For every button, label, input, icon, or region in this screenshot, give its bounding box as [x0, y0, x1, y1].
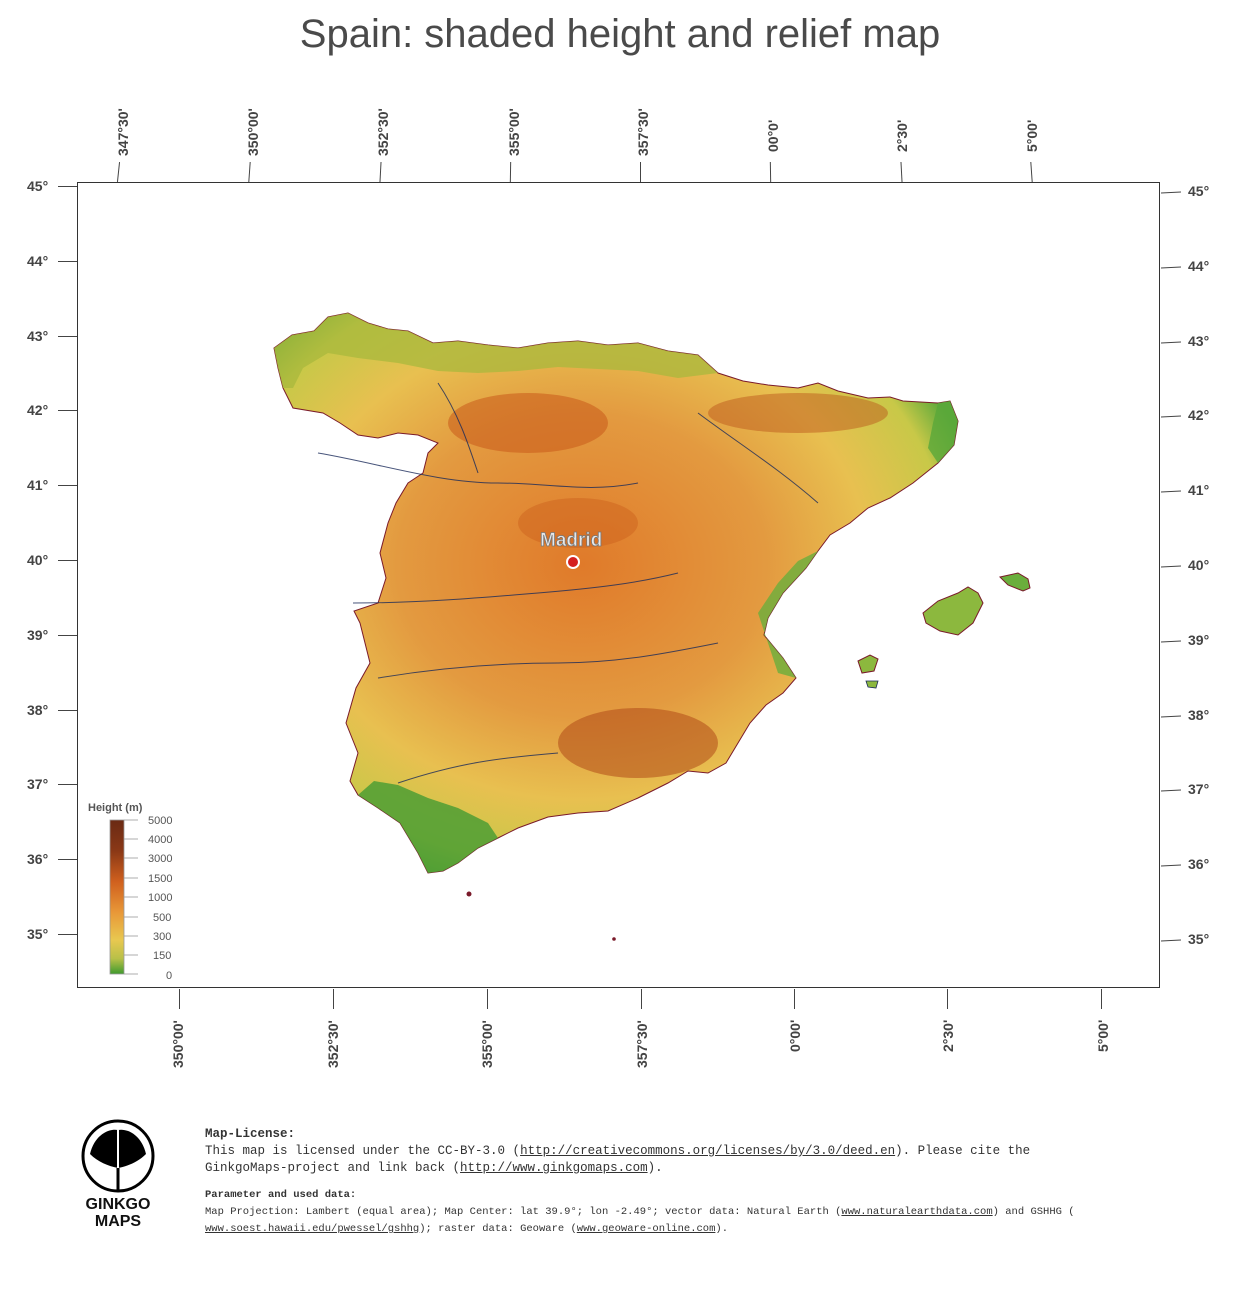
ginkgomaps-link[interactable]: http://www.ginkgomaps.com: [460, 1161, 648, 1175]
left-tick-label: 44°: [27, 253, 49, 269]
left-tick-label: 35°: [27, 926, 49, 942]
top-tick-label: 00°0': [765, 119, 781, 152]
legend-value: 0: [166, 970, 172, 982]
ibiza: [857, 654, 879, 674]
left-tick-label: 38°: [27, 702, 49, 718]
right-tick-label: 45°: [1188, 183, 1210, 199]
mallorca: [922, 586, 984, 636]
gshhg-link[interactable]: www.soest.hawaii.edu/pwessel/gshhg: [205, 1223, 420, 1235]
top-tick-label: 5°00': [1024, 119, 1040, 152]
left-tick-label: 40°: [27, 552, 49, 568]
bottom-tick-label: 2°30': [940, 1019, 956, 1052]
right-tick-label: 39°: [1188, 632, 1210, 648]
right-tick-label: 36°: [1188, 856, 1210, 872]
license-block: Map-License: This map is licensed under …: [205, 1126, 1165, 1177]
params-heading: Parameter and used data:: [205, 1189, 357, 1201]
bottom-tick-label: 355°00': [479, 1020, 495, 1068]
height-legend: Height (m) 5000 4000 3000 1500 1000 500 …: [88, 802, 172, 982]
top-tick-label: 347°30': [115, 108, 131, 156]
left-tick-label: 36°: [27, 851, 49, 867]
legend-value: 4000: [148, 834, 172, 846]
license-heading: Map-License:: [205, 1127, 296, 1141]
right-tick-label: 41°: [1188, 482, 1210, 498]
parameter-block: Parameter and used data: Map Projection:…: [205, 1187, 1165, 1238]
left-tick-label: 39°: [27, 627, 49, 643]
license-link[interactable]: http://creativecommons.org/licenses/by/3…: [520, 1144, 896, 1158]
legend-value: 1500: [148, 873, 172, 885]
right-tick-label: 40°: [1188, 557, 1210, 573]
right-tick-label: 37°: [1188, 781, 1210, 797]
naturalearth-link[interactable]: www.naturalearthdata.com: [841, 1206, 993, 1218]
left-tick-label: 42°: [27, 402, 49, 418]
logo-text: GINKGO MAPS: [70, 1196, 166, 1230]
bottom-tick-label: 350°00': [170, 1020, 186, 1068]
menorca: [999, 572, 1031, 592]
top-tick-label: 2°30': [894, 119, 910, 152]
legend-value: 1000: [148, 892, 172, 904]
right-tick-label: 43°: [1188, 333, 1210, 349]
params-text: ); raster data: Geoware (: [419, 1223, 577, 1235]
top-tick-label: 355°00': [506, 108, 522, 156]
left-tick-label: 41°: [27, 477, 49, 493]
logo-line1: GINKGO: [85, 1196, 151, 1213]
bottom-tick-label: 0°00': [787, 1019, 803, 1052]
logo-line2: MAPS: [94, 1213, 142, 1230]
bottom-tick-label: 352°30': [325, 1020, 341, 1068]
legend-title: Height (m): [88, 802, 143, 814]
legend-value: 500: [153, 912, 171, 924]
right-tick-label: 44°: [1188, 258, 1210, 274]
right-tick-label: 42°: [1188, 407, 1210, 423]
legend-value: 150: [153, 950, 171, 962]
right-tick-label: 38°: [1188, 707, 1210, 723]
license-text: ).: [647, 1161, 663, 1175]
left-tick-label: 45°: [27, 178, 49, 194]
map-canvas[interactable]: Madrid Height (m) 5000 4000 3000 1500 10…: [77, 182, 1160, 988]
top-tick-label: 350°00': [245, 108, 261, 156]
map-title: Spain: shaded height and relief map: [299, 12, 941, 56]
madrid-marker: [566, 555, 580, 569]
madrid-label: Madrid: [540, 530, 602, 551]
left-tick-label: 37°: [27, 776, 49, 792]
legend-value: 300: [153, 931, 171, 943]
legend-value: 3000: [148, 853, 172, 865]
params-text: ) and GSHHG (: [992, 1206, 1075, 1218]
spain-mainland: [273, 312, 959, 874]
bottom-tick-label: 5°00': [1095, 1019, 1111, 1052]
relief-map: Madrid Height (m) 5000 4000 3000 1500 10…: [88, 312, 1031, 982]
license-text: GinkgoMaps-project and link back (: [205, 1161, 461, 1175]
bottom-tick-label: 357°30': [634, 1020, 650, 1068]
left-tick-label: 43°: [27, 328, 49, 344]
license-text: ). Please cite the: [895, 1144, 1031, 1158]
license-text: This map is licensed under the CC-BY-3.0…: [205, 1144, 521, 1158]
geoware-link[interactable]: www.geoware-online.com: [576, 1223, 716, 1235]
ginkgo-logo-icon[interactable]: [80, 1118, 156, 1194]
params-text: ).: [715, 1223, 729, 1235]
top-tick-label: 352°30': [375, 108, 391, 156]
right-tick-label: 35°: [1188, 931, 1210, 947]
top-tick-label: 357°30': [635, 108, 651, 156]
legend-value: 5000: [148, 815, 172, 827]
params-text: Map Projection: Lambert (equal area); Ma…: [205, 1206, 842, 1218]
